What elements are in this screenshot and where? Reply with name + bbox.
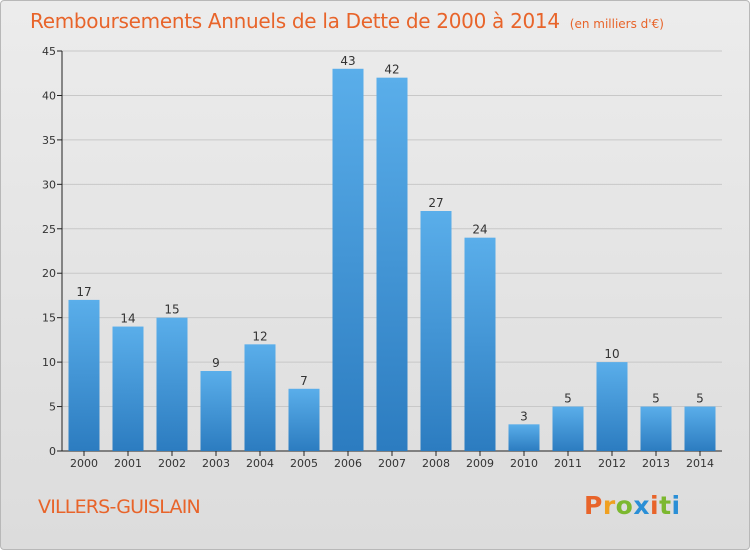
x-tick-label-2010: 2010: [510, 457, 538, 470]
x-tick-label-2014: 2014: [686, 457, 714, 470]
logo-letter: x: [633, 491, 650, 520]
data-label-2004: 12: [252, 329, 267, 343]
y-tick-label: 30: [42, 178, 56, 191]
data-label-2007: 42: [384, 63, 399, 77]
bar-2007: [376, 77, 408, 452]
bar-2003: [200, 371, 232, 451]
bar-2013: [640, 406, 672, 451]
y-tick-label: 25: [42, 223, 56, 236]
chart-title-text: Remboursements Annuels de la Dette de 20…: [30, 9, 560, 33]
data-label-2010: 3: [520, 409, 528, 423]
bar-2000: [68, 299, 100, 451]
bar-2002: [156, 317, 188, 451]
data-label-2009: 24: [472, 223, 487, 237]
x-tick-label-2002: 2002: [158, 457, 186, 470]
data-label-2005: 7: [300, 374, 308, 388]
x-tick-label-2009: 2009: [466, 457, 494, 470]
x-tick-label-2001: 2001: [114, 457, 142, 470]
y-tick-label: 15: [42, 312, 56, 325]
x-tick-label-2013: 2013: [642, 457, 670, 470]
x-tick-label-2005: 2005: [290, 457, 318, 470]
logo-letter: r: [602, 491, 616, 520]
data-label-2003: 9: [212, 356, 220, 370]
chart-subtitle: (en milliers d'€): [569, 17, 664, 31]
data-label-2012: 10: [604, 347, 619, 361]
data-label-2014: 5: [696, 392, 704, 406]
data-label-2006: 43: [340, 54, 355, 68]
data-label-2000: 17: [76, 285, 91, 299]
bar-2004: [244, 344, 276, 451]
y-tick-label: 35: [42, 134, 56, 147]
bar-2011: [552, 406, 584, 451]
commune-name: VILLERS-GUISLAIN: [38, 496, 201, 518]
bar-2008: [420, 211, 452, 451]
x-tick-label-2006: 2006: [334, 457, 362, 470]
logo-letter: i: [650, 491, 660, 520]
bar-2010: [508, 424, 540, 451]
x-tick-label-2012: 2012: [598, 457, 626, 470]
x-tick-label-2011: 2011: [554, 457, 582, 470]
y-tick-label: 5: [49, 401, 56, 414]
logo-letter: t: [659, 491, 672, 520]
bar-2006: [332, 68, 364, 452]
bar-2012: [596, 362, 628, 451]
data-label-2002: 15: [164, 303, 179, 317]
data-label-2001: 14: [120, 312, 135, 326]
x-tick-label-2000: 2000: [70, 457, 98, 470]
data-label-2008: 27: [428, 196, 443, 210]
x-tick-label-2008: 2008: [422, 457, 450, 470]
proxiti-logo: Proxiti: [584, 491, 681, 520]
y-tick-label: 20: [42, 267, 56, 280]
y-tick-label: 45: [42, 45, 56, 58]
bars: [68, 68, 716, 452]
logo-letter: i: [671, 491, 681, 520]
x-tick-label-2007: 2007: [378, 457, 406, 470]
bar-2005: [288, 388, 320, 451]
y-tick-labels: 0 5 10 15 20 25 30 35 40 45: [42, 45, 56, 458]
y-tick-label: 10: [42, 356, 56, 369]
x-tick-label-2003: 2003: [202, 457, 230, 470]
data-label-2011: 5: [564, 392, 572, 406]
x-tick-label-2004: 2004: [246, 457, 274, 470]
x-tick-labels: 2000 2001 2002 2003 2004 2005 2006 2007 2008 2009…: [70, 457, 714, 470]
chart-title: Remboursements Annuels de la Dette de 20…: [30, 9, 664, 33]
data-labels: 17 14 15 9 12 7 43 42 27 24 3 5 10 5 5: [76, 54, 703, 424]
logo-letter: P: [584, 491, 603, 520]
y-tick-label: 0: [49, 445, 56, 458]
data-label-2013: 5: [652, 392, 660, 406]
bar-2001: [112, 326, 144, 451]
y-tick-label: 40: [42, 89, 56, 102]
bar-2014: [684, 406, 716, 451]
bar-2009: [464, 237, 496, 451]
logo-letter: o: [615, 491, 634, 520]
